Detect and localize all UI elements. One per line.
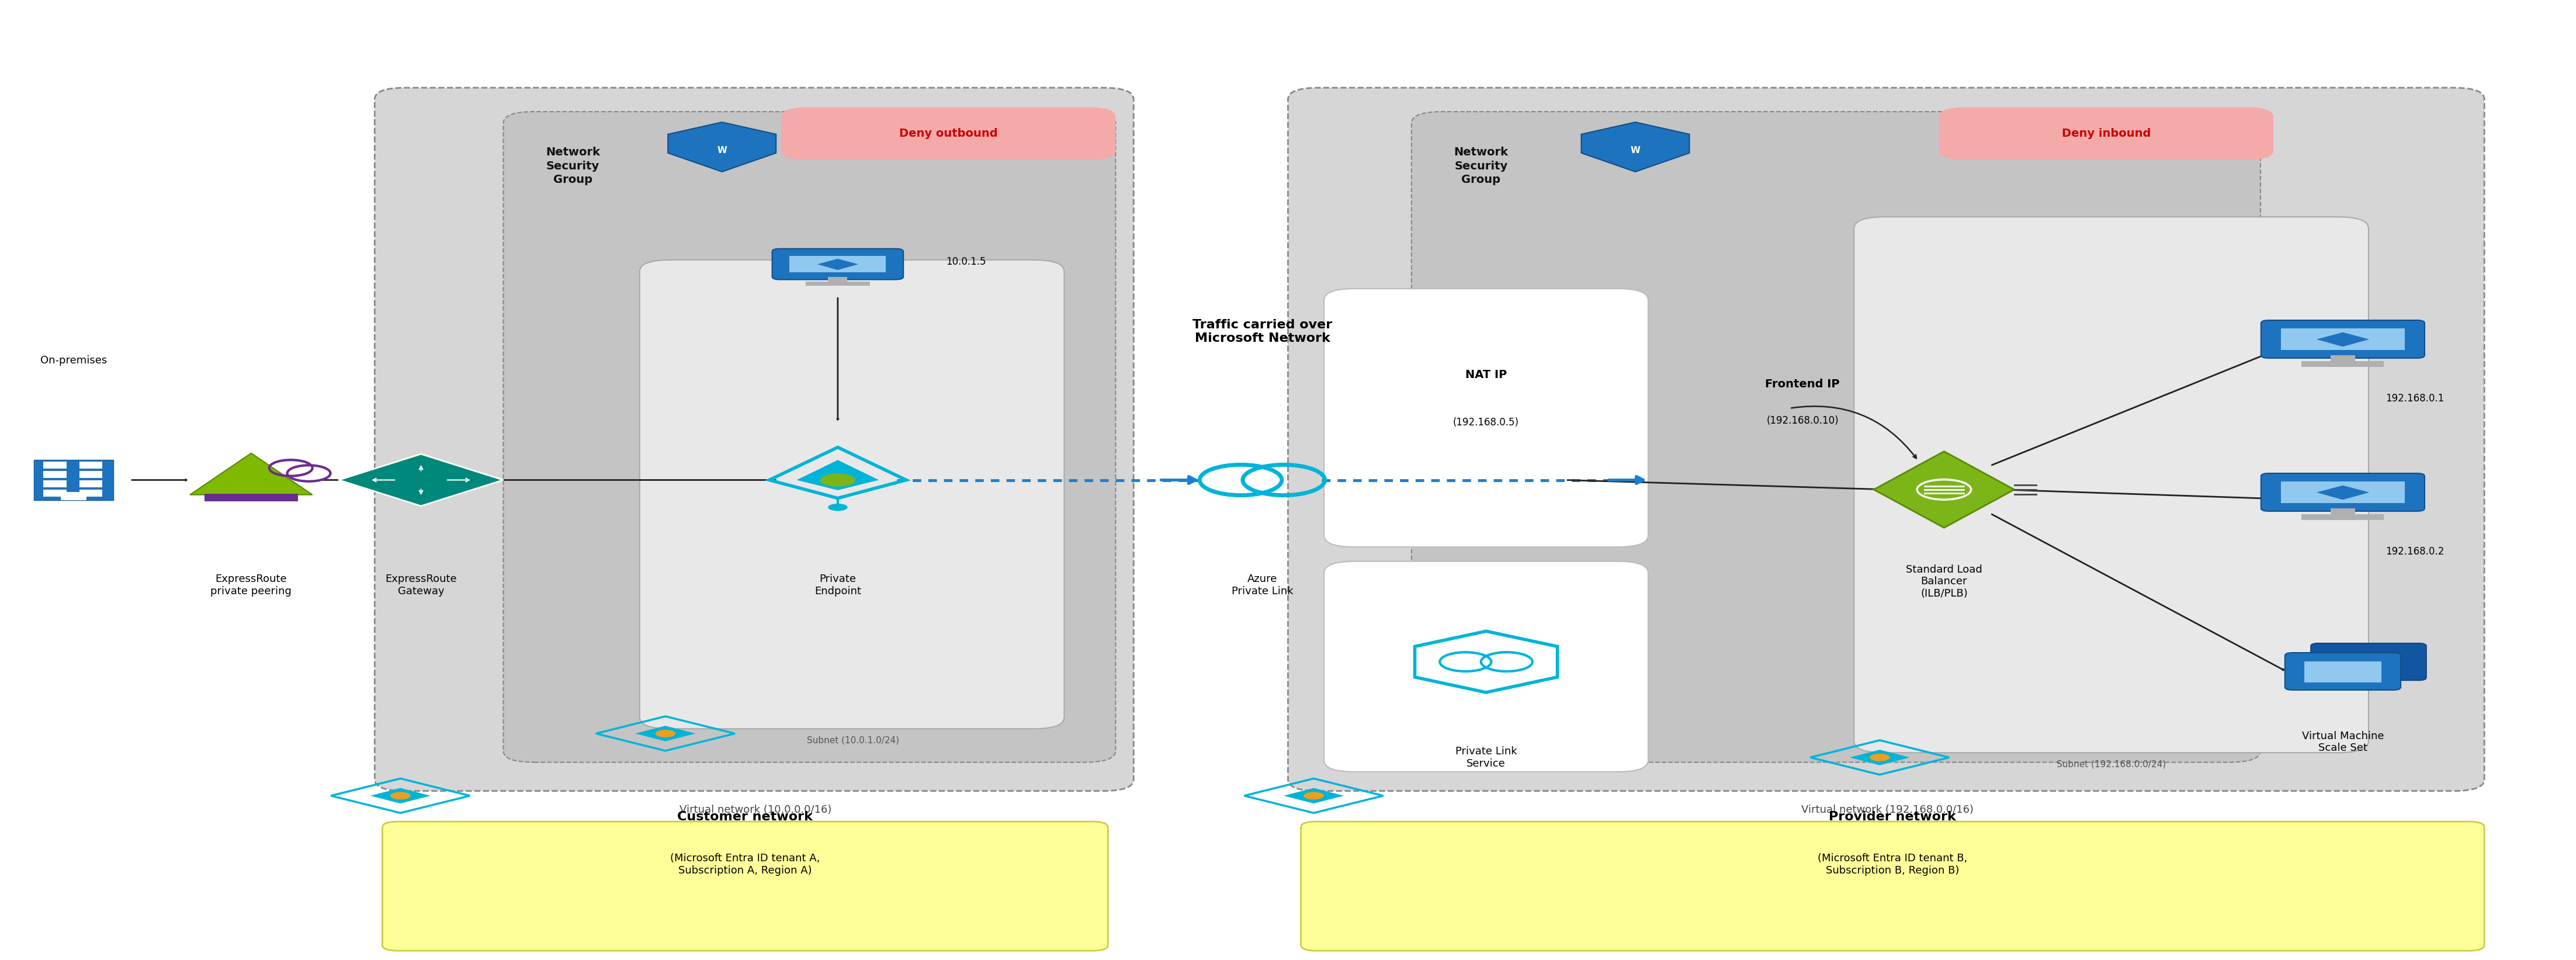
- FancyBboxPatch shape: [44, 471, 67, 478]
- Text: Subnet (10.0.1.0/24): Subnet (10.0.1.0/24): [806, 736, 899, 745]
- FancyBboxPatch shape: [2262, 473, 2424, 511]
- Text: ExpressRoute
Gateway: ExpressRoute Gateway: [386, 574, 456, 596]
- Circle shape: [389, 792, 410, 800]
- Text: W: W: [716, 146, 726, 155]
- Text: NAT IP: NAT IP: [1466, 370, 1507, 380]
- Text: Subnet (192.168.0.0/24): Subnet (192.168.0.0/24): [2056, 759, 2166, 769]
- Polygon shape: [337, 454, 502, 506]
- Text: Virtual network (10.0.0.0/16): Virtual network (10.0.0.0/16): [680, 804, 832, 815]
- FancyBboxPatch shape: [2262, 321, 2424, 358]
- FancyBboxPatch shape: [62, 492, 88, 500]
- Text: 192.168.0.2: 192.168.0.2: [2385, 546, 2445, 557]
- FancyBboxPatch shape: [2282, 328, 2403, 349]
- FancyBboxPatch shape: [204, 494, 299, 501]
- FancyBboxPatch shape: [381, 822, 1108, 950]
- Polygon shape: [1873, 451, 2014, 528]
- Circle shape: [1870, 754, 1891, 761]
- Circle shape: [819, 473, 855, 487]
- FancyBboxPatch shape: [1855, 217, 2367, 753]
- FancyBboxPatch shape: [2311, 643, 2427, 681]
- FancyBboxPatch shape: [1324, 289, 1649, 547]
- FancyBboxPatch shape: [773, 249, 904, 279]
- Text: (192.168.0.10): (192.168.0.10): [1767, 416, 1839, 426]
- FancyBboxPatch shape: [639, 260, 1064, 729]
- FancyBboxPatch shape: [1412, 111, 2262, 762]
- Polygon shape: [1582, 122, 1690, 172]
- Text: Private Link
Service: Private Link Service: [1455, 746, 1517, 769]
- Text: Azure
Private Link: Azure Private Link: [1231, 574, 1293, 596]
- Text: Network
Security
Group: Network Security Group: [546, 147, 600, 185]
- Text: Deny inbound: Deny inbound: [2061, 128, 2151, 139]
- Text: Standard Load
Balancer
(ILB/PLB): Standard Load Balancer (ILB/PLB): [1906, 564, 1984, 599]
- Polygon shape: [817, 259, 858, 270]
- Text: Deny outbound: Deny outbound: [899, 128, 997, 139]
- FancyBboxPatch shape: [827, 276, 848, 282]
- FancyBboxPatch shape: [2331, 355, 2354, 362]
- Polygon shape: [2316, 486, 2370, 500]
- FancyBboxPatch shape: [2306, 661, 2380, 683]
- Polygon shape: [1283, 788, 1345, 804]
- Text: (192.168.0.5): (192.168.0.5): [1453, 418, 1520, 428]
- Text: ExpressRoute
private peering: ExpressRoute private peering: [211, 574, 291, 596]
- Polygon shape: [636, 726, 696, 741]
- FancyBboxPatch shape: [806, 281, 871, 286]
- FancyBboxPatch shape: [80, 481, 103, 488]
- FancyBboxPatch shape: [33, 460, 113, 500]
- FancyBboxPatch shape: [374, 87, 1133, 791]
- Polygon shape: [667, 122, 775, 172]
- Polygon shape: [1850, 750, 1909, 765]
- FancyBboxPatch shape: [1301, 822, 2483, 950]
- FancyBboxPatch shape: [1940, 108, 2275, 160]
- FancyBboxPatch shape: [44, 490, 67, 496]
- Text: 10.0.1.5: 10.0.1.5: [945, 256, 987, 267]
- Text: Virtual network (192.168.0.0/16): Virtual network (192.168.0.0/16): [1801, 804, 1973, 815]
- Circle shape: [827, 504, 848, 511]
- Text: Provider network: Provider network: [1829, 811, 1955, 823]
- Text: Virtual Machine
Scale Set: Virtual Machine Scale Set: [2303, 731, 2383, 754]
- FancyBboxPatch shape: [2331, 508, 2354, 516]
- Circle shape: [1303, 792, 1324, 800]
- Polygon shape: [796, 460, 878, 491]
- FancyBboxPatch shape: [781, 108, 1115, 160]
- Text: Traffic carried over
Microsoft Network: Traffic carried over Microsoft Network: [1193, 319, 1332, 345]
- Text: Customer network: Customer network: [677, 811, 814, 823]
- Text: (Microsoft Entra ID tenant A,
Subscription A, Region A): (Microsoft Entra ID tenant A, Subscripti…: [670, 853, 819, 876]
- Text: 192.168.0.1: 192.168.0.1: [2385, 394, 2445, 404]
- FancyBboxPatch shape: [502, 111, 1115, 762]
- Text: (Microsoft Entra ID tenant B,
Subscription B, Region B): (Microsoft Entra ID tenant B, Subscripti…: [1819, 853, 1968, 876]
- FancyBboxPatch shape: [2282, 481, 2403, 503]
- FancyBboxPatch shape: [44, 462, 67, 468]
- Text: W: W: [1631, 146, 1641, 155]
- FancyBboxPatch shape: [2303, 361, 2383, 367]
- FancyBboxPatch shape: [1252, 473, 1273, 487]
- Polygon shape: [371, 788, 430, 804]
- FancyBboxPatch shape: [2303, 515, 2383, 520]
- Circle shape: [654, 730, 675, 737]
- Polygon shape: [2316, 332, 2370, 347]
- FancyBboxPatch shape: [80, 462, 103, 468]
- Text: Private
Endpoint: Private Endpoint: [814, 574, 860, 596]
- FancyBboxPatch shape: [788, 255, 886, 273]
- FancyBboxPatch shape: [80, 490, 103, 496]
- FancyBboxPatch shape: [2285, 653, 2401, 690]
- Polygon shape: [191, 453, 312, 494]
- FancyBboxPatch shape: [1324, 562, 1649, 772]
- FancyBboxPatch shape: [1288, 87, 2483, 791]
- FancyBboxPatch shape: [44, 481, 67, 488]
- Text: Network
Security
Group: Network Security Group: [1453, 147, 1507, 185]
- Text: On-premises: On-premises: [41, 355, 108, 366]
- FancyBboxPatch shape: [80, 471, 103, 478]
- Text: Frontend IP: Frontend IP: [1765, 379, 1839, 390]
